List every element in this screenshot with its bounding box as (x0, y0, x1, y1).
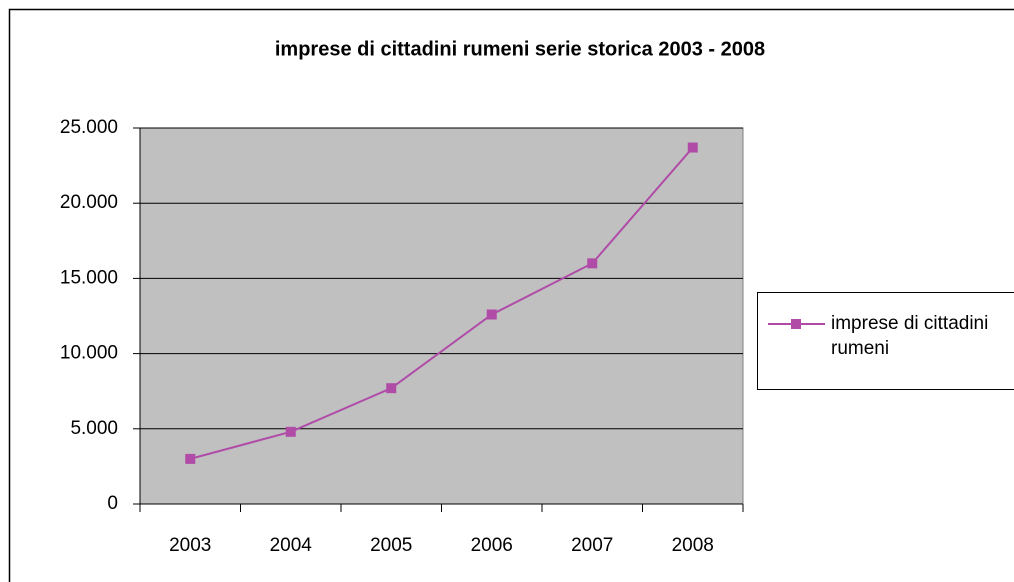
x-tick-label: 2004 (270, 535, 313, 556)
data-point (285, 426, 296, 437)
x-tick-label: 2003 (169, 535, 211, 556)
y-tick-label: 5.000 (70, 418, 118, 439)
x-tick-label: 2005 (370, 535, 412, 556)
y-tick-label: 15.000 (60, 267, 118, 288)
legend-label: imprese di cittadini rumeni (831, 313, 989, 359)
x-tick-label: 2007 (571, 535, 613, 556)
data-point (687, 142, 698, 153)
data-point (386, 383, 397, 394)
chart-title: imprese di cittadini rumeni serie storic… (275, 38, 765, 60)
x-tick-label: 2008 (672, 535, 714, 556)
series-line (189, 146, 694, 460)
data-point (185, 453, 196, 464)
x-tick-label: 2006 (471, 535, 513, 556)
plot-area (139, 127, 744, 505)
data-point (486, 309, 497, 320)
y-tick-label: 10.000 (60, 343, 118, 364)
y-tick-label: 20.000 (60, 192, 118, 213)
legend-marker (791, 319, 801, 329)
data-point (587, 258, 598, 269)
y-tick-label: 25.000 (60, 117, 118, 138)
legend-box (757, 292, 1014, 390)
y-tick-label: 0 (107, 493, 118, 514)
